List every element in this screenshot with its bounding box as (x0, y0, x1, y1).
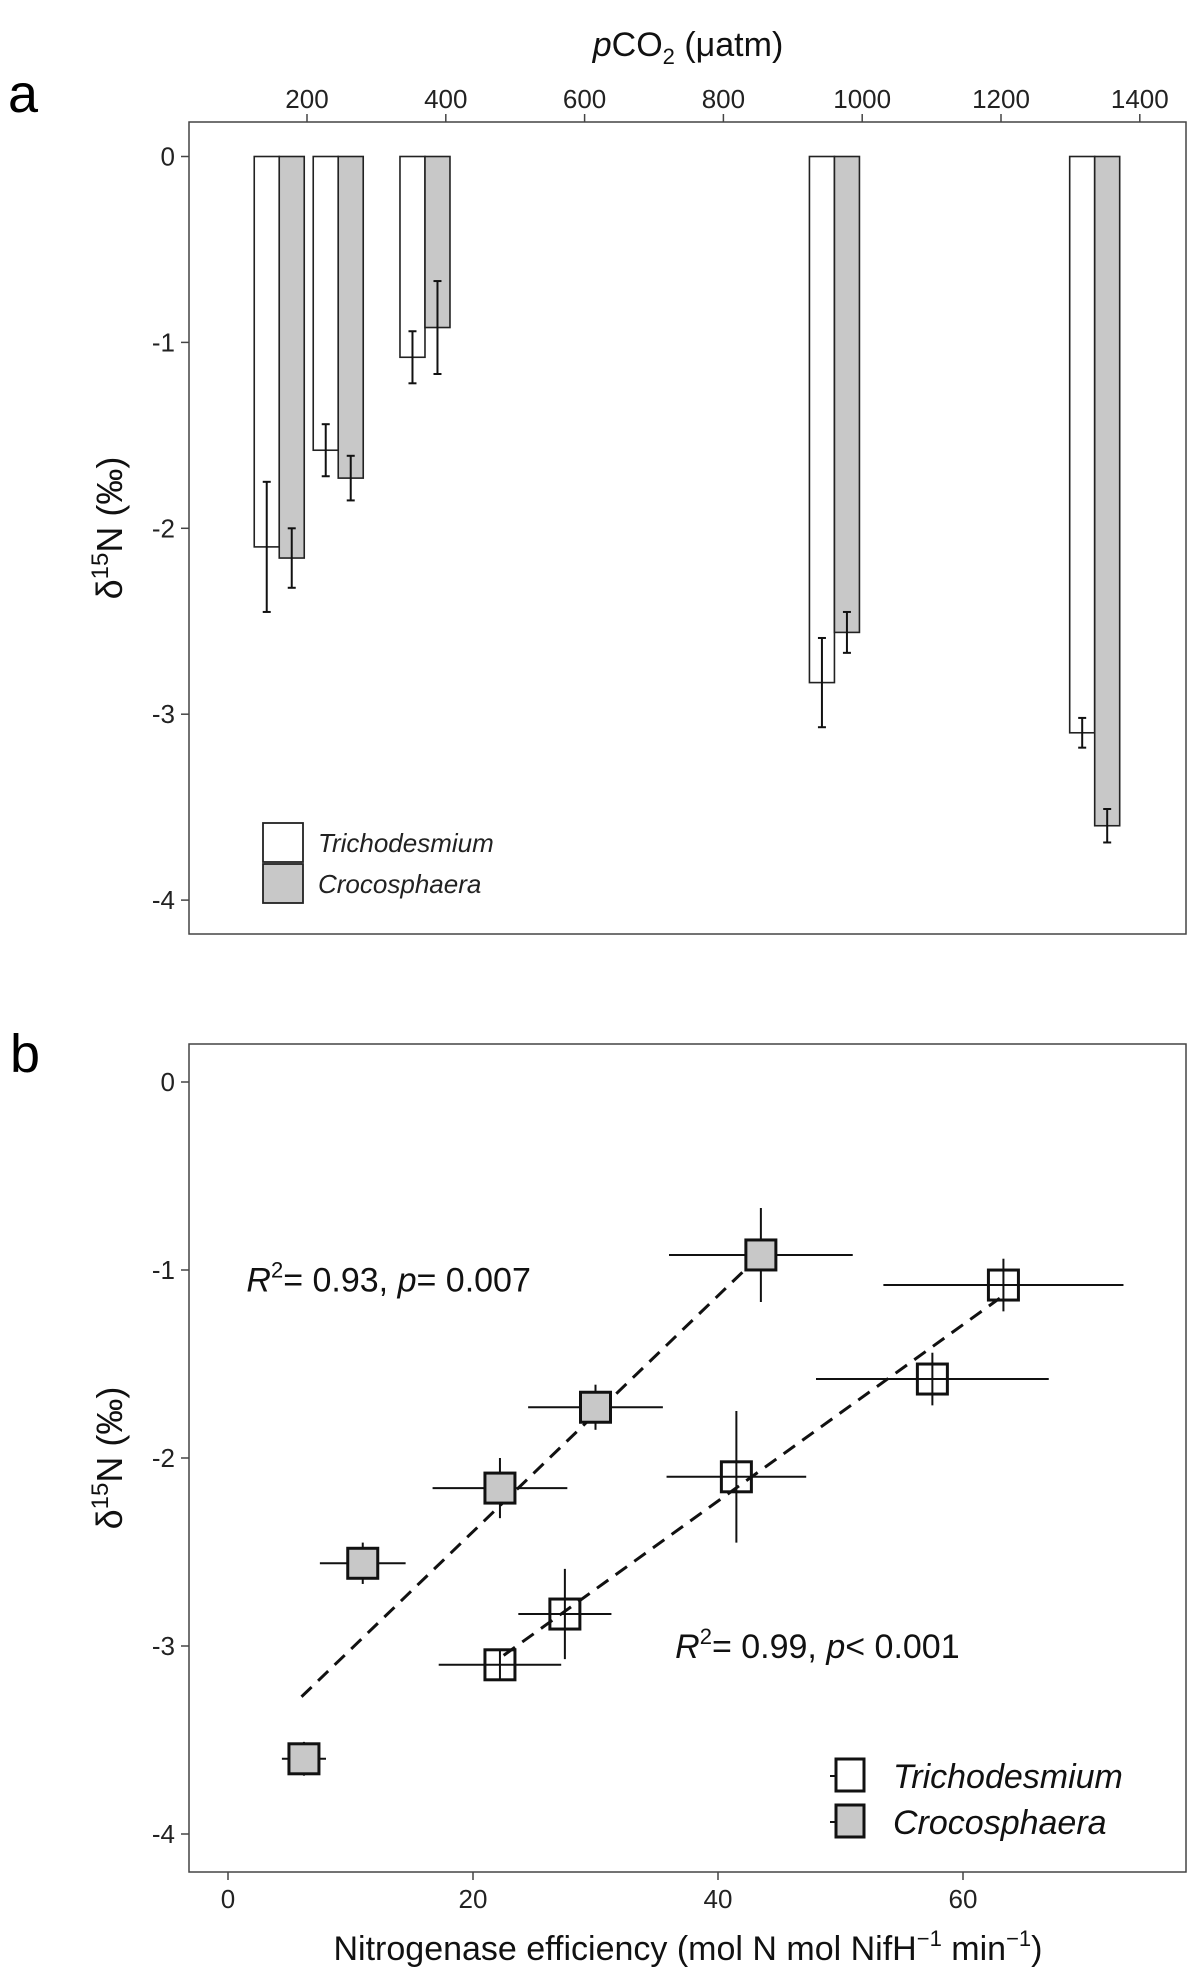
y-label-delta: δ (89, 1509, 130, 1529)
y-label-delta: δ (89, 579, 130, 599)
regression-line-crocosphaera (300, 1265, 750, 1698)
annotation-r2-value: = 0.93, (283, 1261, 397, 1299)
x-label-subscript: 2 (663, 44, 675, 69)
annotation-r2-value: = 0.99, (712, 1628, 826, 1666)
x-tick-label: 1400 (1111, 84, 1169, 114)
point-trichodesmium (915, 1362, 949, 1396)
x-label-superscript: −1 (1006, 1926, 1031, 1951)
point-trichodesmium (986, 1268, 1020, 1302)
bar-trichodesmium (399, 155, 426, 359)
annotation-superscript: 2 (271, 1257, 283, 1282)
annotation-superscript: 2 (700, 1624, 712, 1649)
x-label-text-2: min (942, 1930, 1006, 1968)
point-crocosphaera (483, 1471, 517, 1505)
y-tick-label: -2 (152, 1443, 175, 1473)
y-tick-label: 0 (161, 1067, 175, 1097)
annotation-trichodesmium: R2= 0.99, p< 0.001 (675, 1624, 960, 1666)
y-tick-label: -1 (152, 327, 175, 357)
bar-crocosphaera (1093, 155, 1121, 827)
panel-a-x-axis-label: pCO2 (μatm) (592, 26, 784, 69)
legend-label-crocosphaera: Crocosphaera (893, 1804, 1107, 1842)
x-tick-label: 1000 (833, 84, 891, 114)
x-tick-label: 1200 (972, 84, 1030, 114)
legend-marker-crocosphaera (834, 1803, 866, 1839)
x-label-text: Nitrogenase efficiency (mol N mol NifH (334, 1930, 917, 1968)
point-trichodesmium (548, 1597, 582, 1631)
point-crocosphaera (287, 1742, 321, 1776)
bar-crocosphaera (278, 155, 306, 559)
annotation-r: R (246, 1261, 271, 1299)
annotation-p-value: = 0.007 (416, 1261, 530, 1299)
point-crocosphaera (579, 1390, 612, 1424)
x-tick-label: 600 (563, 84, 606, 114)
x-label-end: ) (1031, 1930, 1042, 1968)
legend-label-trichodesmium: Trichodesmium (893, 1758, 1123, 1796)
y-tick-label: -3 (152, 699, 175, 729)
legend-swatch-trichodesmium (262, 822, 304, 863)
y-tick-label: 0 (161, 142, 175, 172)
x-tick-label: 0 (221, 1884, 235, 1914)
point-trichodesmium (719, 1460, 753, 1494)
y-tick-label: -3 (152, 1631, 175, 1661)
y-tick-label: -4 (152, 885, 175, 915)
bar-trichodesmium (312, 155, 340, 452)
x-tick-label: 40 (704, 1884, 733, 1914)
legend-label-trichodesmium: Trichodesmium (318, 828, 494, 858)
legend-swatch-crocosphaera (262, 863, 304, 904)
panel-b-x-axis-label: Nitrogenase efficiency (mol N mol NifH−1… (334, 1926, 1043, 1968)
point-trichodesmium (483, 1648, 517, 1682)
point-crocosphaera (346, 1546, 380, 1580)
y-tick-label: -1 (152, 1255, 175, 1285)
y-tick-label: -4 (152, 1819, 175, 1849)
y-label-superscript: 15 (87, 553, 114, 580)
annotation-p: p (397, 1261, 417, 1299)
panel-label-a: a (8, 64, 39, 124)
panel-b-frame (188, 1043, 1187, 1873)
x-tick-label: 800 (702, 84, 745, 114)
panel-label-b: b (10, 1024, 40, 1084)
x-label-main: CO (612, 26, 663, 64)
x-tick-label: 20 (459, 1884, 488, 1914)
x-label-italic: p (592, 26, 612, 64)
bar-trichodesmium (1068, 155, 1096, 734)
x-tick-label: 200 (285, 84, 328, 114)
annotation-p-value: < 0.001 (845, 1628, 959, 1666)
x-label-superscript: −1 (917, 1926, 942, 1951)
x-tick-label: 400 (424, 84, 467, 114)
legend-marker-trichodesmium (834, 1757, 866, 1793)
y-label-text: N (‰) (89, 457, 130, 553)
x-tick-label: 60 (949, 1884, 978, 1914)
annotation-crocosphaera: R2= 0.93, p= 0.007 (246, 1257, 531, 1299)
x-label-unit: (μatm) (675, 26, 783, 64)
y-tick-label: -2 (152, 513, 175, 543)
bar-crocosphaera (337, 155, 365, 479)
bar-trichodesmium (808, 155, 836, 684)
bar-crocosphaera (833, 155, 861, 634)
panel-a-y-axis-label: δ15N (‰) (87, 457, 130, 600)
y-label-text: N (‰) (89, 1387, 130, 1483)
legend-label-crocosphaera: Crocosphaera (318, 869, 481, 899)
point-crocosphaera (744, 1238, 778, 1272)
annotation-r: R (675, 1628, 700, 1666)
annotation-p: p (825, 1628, 845, 1666)
panel-b-y-axis-label: δ15N (‰) (87, 1387, 130, 1530)
y-label-superscript: 15 (87, 1483, 114, 1510)
